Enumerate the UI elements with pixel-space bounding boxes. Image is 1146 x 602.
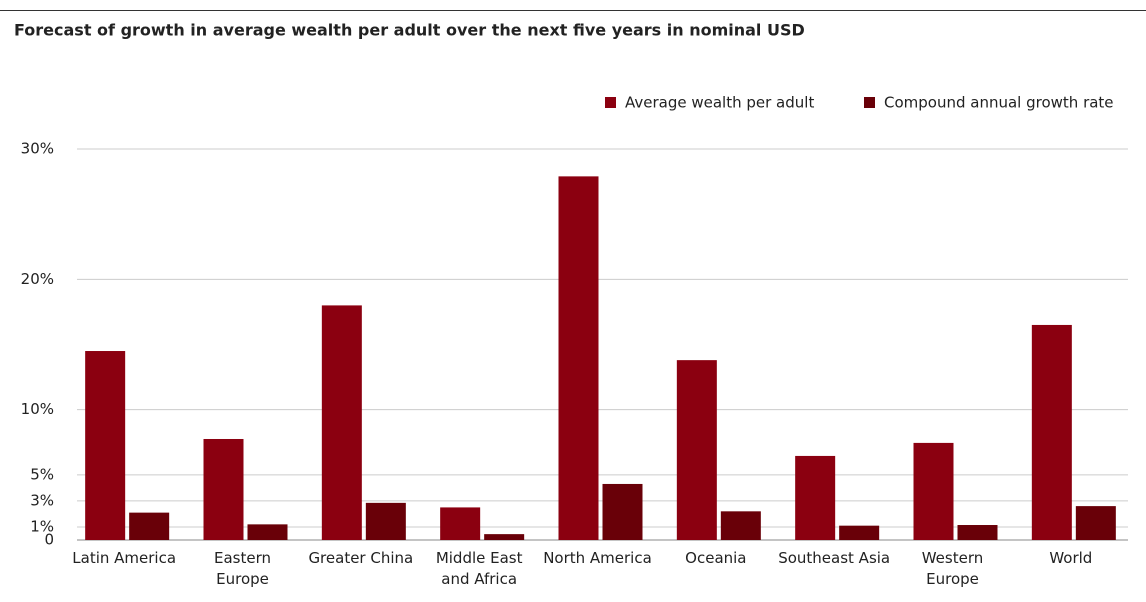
- bar: [440, 507, 481, 540]
- bar: [484, 534, 525, 540]
- bar: [558, 176, 599, 540]
- bar: [321, 305, 362, 540]
- bar: [1075, 506, 1116, 540]
- y-tick-label: 3%: [30, 491, 54, 509]
- x-tick-label: Latin America: [72, 549, 176, 567]
- bar: [676, 360, 717, 540]
- bar: [957, 525, 998, 540]
- x-tick-label: World: [1049, 549, 1092, 567]
- chart-title: Forecast of growth in average wealth per…: [14, 21, 805, 40]
- y-tick-label: 5%: [30, 465, 54, 483]
- bar: [839, 525, 880, 540]
- bar: [913, 442, 954, 540]
- x-tick-label: Southeast Asia: [778, 549, 890, 567]
- x-tick-label: Eastern Europe: [214, 549, 271, 588]
- bar: [365, 502, 406, 540]
- y-tick-label: 10%: [21, 400, 54, 418]
- x-tick-label: Greater China: [308, 549, 413, 567]
- bar: [602, 483, 643, 540]
- bar: [720, 511, 761, 540]
- x-tick-label: Oceania: [685, 549, 746, 567]
- bar: [85, 351, 126, 540]
- legend-swatch: [864, 97, 875, 108]
- x-tick-label: Western Europe: [922, 549, 984, 588]
- legend-label: Average wealth per adult: [625, 94, 814, 112]
- legend-label: Compound annual growth rate: [884, 94, 1114, 112]
- y-tick-label: 0: [44, 531, 54, 549]
- bar: [129, 512, 170, 540]
- legend-swatch: [605, 97, 616, 108]
- y-tick-label: 30%: [21, 140, 54, 158]
- bar: [1031, 324, 1072, 540]
- bar: [247, 524, 288, 540]
- bar: [203, 438, 244, 540]
- bar: [795, 455, 836, 540]
- x-tick-label: North America: [543, 549, 652, 567]
- y-tick-label: 1%: [30, 517, 54, 535]
- y-tick-label: 20%: [21, 270, 54, 288]
- x-tick-label: Middle East and Africa: [436, 549, 523, 588]
